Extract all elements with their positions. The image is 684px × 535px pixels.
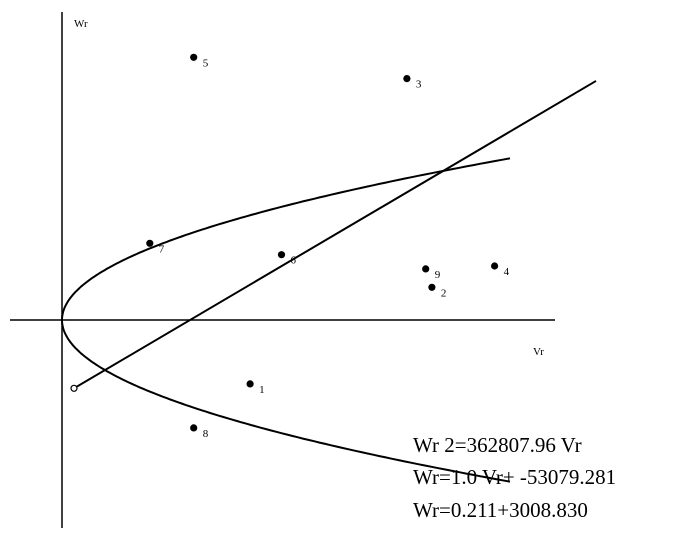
line-start-marker bbox=[70, 384, 78, 392]
x-axis-label: Vr bbox=[533, 346, 544, 358]
data-point-label-6: 6 bbox=[291, 255, 297, 267]
equation-fit: Wr=0.211+3008.830 bbox=[413, 498, 588, 522]
data-point-9 bbox=[422, 265, 430, 273]
data-point-label-4: 4 bbox=[504, 266, 510, 278]
data-point-1 bbox=[246, 380, 254, 388]
data-point-5 bbox=[190, 53, 198, 61]
equation-line: Wr=1.0 Vr+ -53079.281 bbox=[413, 465, 616, 489]
points-layer: 1 2 3 4 5 6 7 8 9 bbox=[146, 53, 510, 440]
data-point-4 bbox=[491, 262, 499, 270]
data-point-label-7: 7 bbox=[159, 243, 165, 255]
data-point-7 bbox=[146, 239, 154, 247]
data-point-label-8: 8 bbox=[203, 428, 209, 440]
data-point-label-3: 3 bbox=[416, 79, 422, 91]
data-point-label-1: 1 bbox=[259, 384, 265, 396]
curves-layer bbox=[61, 80, 597, 483]
data-point-2 bbox=[428, 283, 436, 291]
data-point-3 bbox=[403, 75, 411, 83]
data-point-label-9: 9 bbox=[435, 269, 441, 281]
data-point-label-2: 2 bbox=[441, 287, 447, 299]
data-point-6 bbox=[277, 251, 286, 259]
regression-line bbox=[73, 80, 597, 390]
y-axis-label: Wr bbox=[74, 18, 88, 30]
equation-parabola: Wr 2=362807.96 Vr bbox=[413, 433, 582, 457]
data-point-label-5: 5 bbox=[203, 57, 209, 69]
data-point-8 bbox=[190, 424, 198, 432]
